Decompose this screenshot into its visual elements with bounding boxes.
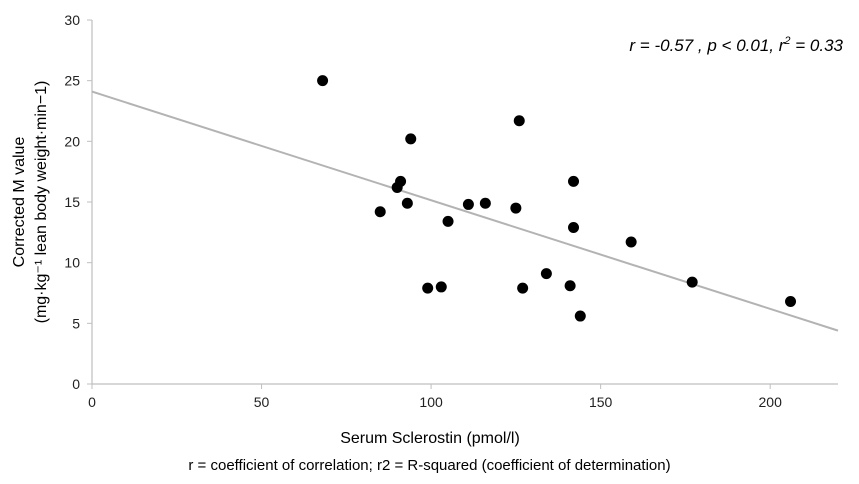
y-axis-title-line2: (mg·kg⁻¹ lean body weight·min−1) <box>33 81 50 324</box>
data-point <box>574 310 586 322</box>
data-point <box>517 282 529 294</box>
data-point <box>317 75 329 87</box>
data-point <box>395 175 407 187</box>
y-tick-label: 10 <box>64 255 80 271</box>
y-tick-label: 20 <box>64 133 80 149</box>
x-tick-label: 200 <box>759 394 783 410</box>
x-tick-label: 0 <box>88 394 96 410</box>
y-tick-label: 25 <box>64 73 80 89</box>
data-point <box>564 280 576 292</box>
y-tick-label: 5 <box>72 315 80 331</box>
data-point <box>422 282 434 294</box>
data-points <box>317 75 797 322</box>
y-axis-title-line1: Corrected M value <box>11 137 28 268</box>
data-point <box>479 197 491 209</box>
x-tick-label: 150 <box>589 394 613 410</box>
x-tick-label: 100 <box>419 394 443 410</box>
annotation-main: r = -0.57 , p < 0.01, r <box>629 36 785 55</box>
data-point <box>686 276 698 288</box>
trendline <box>91 90 839 332</box>
data-point <box>374 206 386 218</box>
y-tick-label: 0 <box>72 376 80 392</box>
y-axis-title: Corrected M value (mg·kg⁻¹ lean body wei… <box>11 81 50 324</box>
tick-labels: 0 5 10 15 20 25 30 0 50 100 150 200 <box>64 12 782 410</box>
data-point <box>401 197 413 209</box>
data-point <box>625 236 637 248</box>
data-point <box>435 281 447 293</box>
data-point <box>462 198 474 210</box>
data-point <box>510 202 522 214</box>
y-tick-label: 30 <box>64 12 80 28</box>
data-point <box>785 295 797 307</box>
figure-caption: r = coefficient of correlation; r2 = R-s… <box>188 457 671 474</box>
data-point <box>442 215 454 227</box>
data-point <box>405 133 417 145</box>
data-point <box>568 221 580 233</box>
correlation-annotation: r = -0.57 , p < 0.01, r2 = 0.33 <box>629 35 843 55</box>
axes <box>87 19 838 389</box>
data-point <box>540 268 552 280</box>
data-point <box>513 115 525 127</box>
annotation-tail: = 0.33 <box>791 36 844 55</box>
annotation-superscript: 2 <box>783 35 790 47</box>
data-point <box>568 175 580 187</box>
trendline-group <box>91 90 839 332</box>
x-axis-title: Serum Sclerostin (pmol/l) <box>340 430 520 447</box>
y-tick-label: 15 <box>64 194 80 210</box>
x-tick-label: 50 <box>254 394 270 410</box>
